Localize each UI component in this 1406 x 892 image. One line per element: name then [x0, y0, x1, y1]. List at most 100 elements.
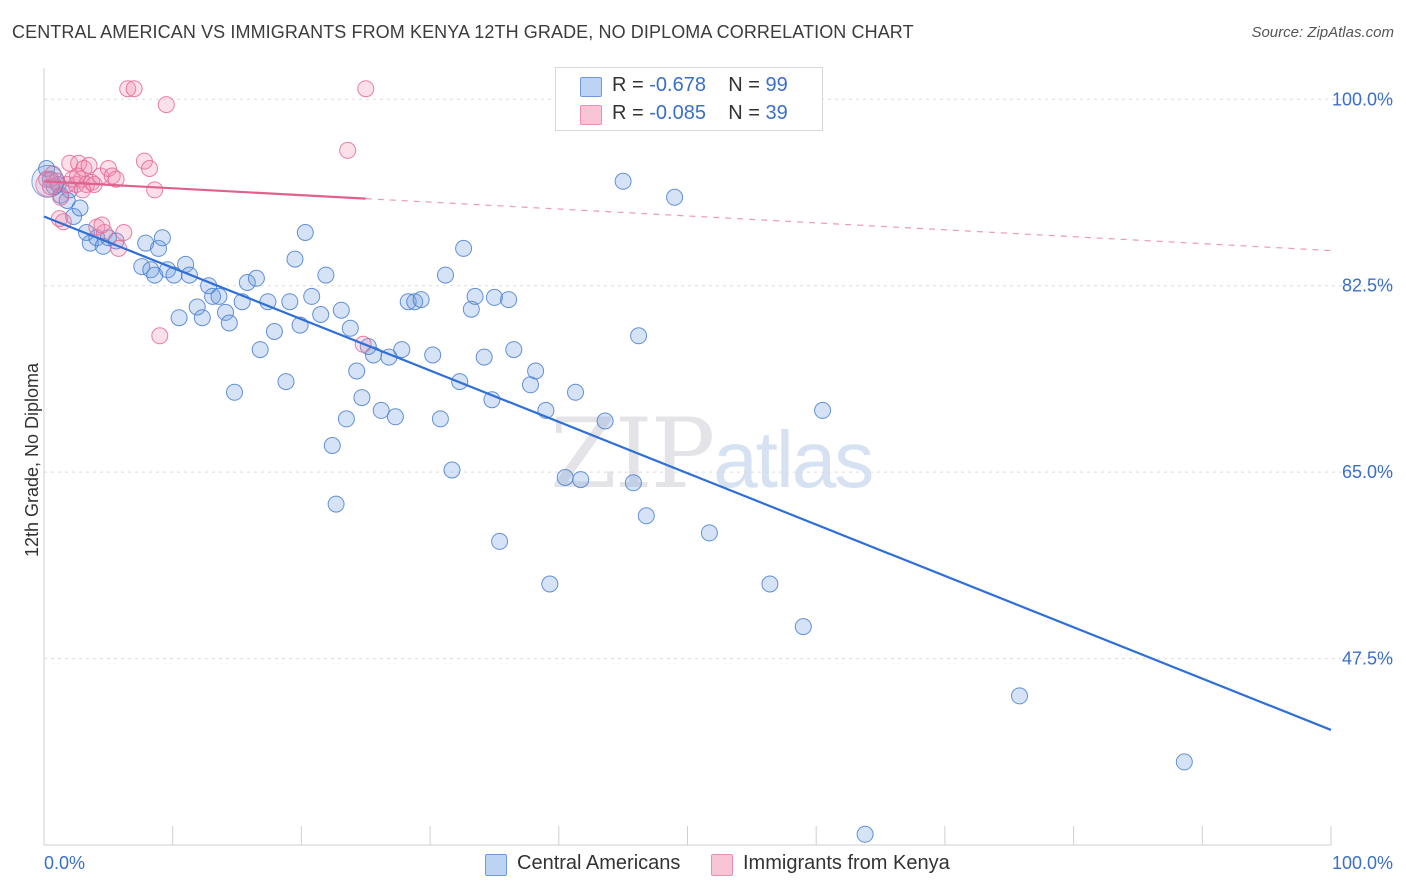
trendline-kenya-extension — [365, 198, 1332, 252]
point-central-americans — [137, 234, 155, 252]
legend-n-label: N = — [728, 74, 766, 96]
legend-swatch-pink — [580, 105, 602, 125]
point-kenya — [74, 181, 92, 199]
point-central-americans — [393, 341, 411, 359]
legend-r-value: -0.678 — [649, 74, 706, 96]
point-central-americans — [1011, 687, 1028, 705]
tick-labels: 47.5% 65.0% 82.5% 100.0% 0.0% 100.0% — [44, 89, 1393, 873]
point-central-americans — [337, 410, 355, 428]
legend-n-value: 99 — [765, 74, 788, 96]
point-kenya — [125, 80, 143, 98]
watermark-zip: ZIP — [550, 398, 715, 510]
point-central-americans — [312, 306, 330, 323]
point-central-americans — [247, 269, 265, 287]
point-central-americans — [327, 495, 345, 513]
watermark: ZIPatlas — [550, 398, 874, 510]
legend-r-label: R = — [612, 74, 650, 96]
point-kenya — [357, 80, 375, 98]
y-axis-label: 12th Grade, No Diploma — [22, 362, 42, 557]
point-central-americans — [856, 825, 874, 843]
y-tick-label: 82.5% — [1342, 276, 1393, 296]
point-central-americans — [761, 575, 779, 593]
point-central-americans — [220, 314, 238, 332]
legend-r-value: -0.085 — [649, 102, 706, 124]
point-kenya — [141, 160, 158, 177]
point-central-americans — [424, 346, 442, 364]
point-central-americans — [146, 266, 164, 284]
point-central-americans — [462, 300, 480, 318]
series-swatch-blue — [485, 854, 507, 876]
point-central-americans — [412, 291, 430, 309]
point-central-americans — [399, 293, 417, 311]
point-central-americans — [475, 348, 493, 366]
correlation-legend: R = -0.678 N = 99 R = -0.085 N = 39 — [555, 67, 823, 131]
axes — [43, 68, 1332, 846]
point-kenya — [146, 181, 164, 199]
point-central-americans — [188, 298, 206, 316]
point-central-americans — [630, 327, 648, 345]
point-central-americans — [71, 199, 89, 217]
grid-lines — [44, 98, 1395, 660]
watermark-atlas: atlas — [713, 415, 874, 504]
y-tick-label: 47.5% — [1342, 649, 1393, 669]
data-points — [31, 80, 1193, 843]
point-central-americans — [431, 410, 449, 428]
point-central-americans — [466, 287, 484, 305]
trend-lines — [43, 180, 1332, 731]
point-central-americans — [65, 208, 83, 225]
point-central-americans — [303, 287, 321, 305]
point-central-americans — [348, 362, 366, 380]
legend-n-value: 39 — [765, 102, 788, 124]
point-central-americans — [666, 188, 684, 206]
series-swatch-pink — [711, 854, 733, 876]
point-central-americans — [193, 309, 211, 327]
point-kenya — [119, 80, 137, 98]
point-central-americans — [500, 291, 518, 309]
point-central-americans — [150, 239, 167, 257]
trendline-central-americans — [43, 215, 1332, 731]
point-central-americans — [567, 383, 584, 401]
point-kenya — [151, 327, 169, 345]
point-central-americans — [700, 524, 718, 542]
point-central-americans — [437, 266, 454, 284]
point-central-americans — [277, 373, 295, 391]
source-label: Source: ZipAtlas.com — [1251, 24, 1394, 41]
point-central-americans — [210, 287, 228, 305]
point-central-americans — [814, 401, 832, 419]
point-kenya — [107, 170, 125, 188]
point-central-americans — [596, 412, 614, 430]
point-central-americans — [556, 469, 574, 486]
point-central-americans — [170, 309, 188, 327]
point-central-americans — [1175, 753, 1193, 771]
point-central-americans — [204, 287, 222, 305]
point-central-americans — [637, 507, 655, 525]
point-central-americans — [251, 341, 269, 359]
point-central-americans — [541, 575, 559, 593]
point-central-americans — [153, 229, 171, 247]
point-cluster-kenya — [35, 172, 61, 198]
point-central-americans — [317, 266, 335, 284]
legend-swatch-blue — [580, 77, 602, 97]
point-central-americans — [286, 250, 304, 268]
point-kenya — [80, 156, 98, 174]
point-central-americans — [572, 471, 590, 489]
point-central-americans — [406, 293, 424, 311]
point-kenya — [93, 216, 111, 234]
point-central-americans — [386, 408, 404, 426]
x-tick-label: 0.0% — [44, 853, 85, 873]
point-central-americans — [133, 258, 151, 276]
point-central-americans — [614, 172, 632, 190]
point-central-americans — [226, 383, 243, 401]
x-tick-label: 100.0% — [1332, 853, 1393, 873]
point-kenya — [157, 96, 175, 114]
y-tick-label: 100.0% — [1332, 89, 1393, 109]
point-central-americans — [443, 461, 461, 479]
point-central-americans — [296, 224, 314, 241]
series-label: Immigrants from Kenya — [743, 852, 950, 874]
point-central-americans — [341, 319, 359, 337]
point-kenya — [115, 224, 133, 241]
point-central-americans — [485, 288, 503, 306]
point-central-americans — [505, 341, 523, 359]
point-kenya — [339, 141, 357, 159]
